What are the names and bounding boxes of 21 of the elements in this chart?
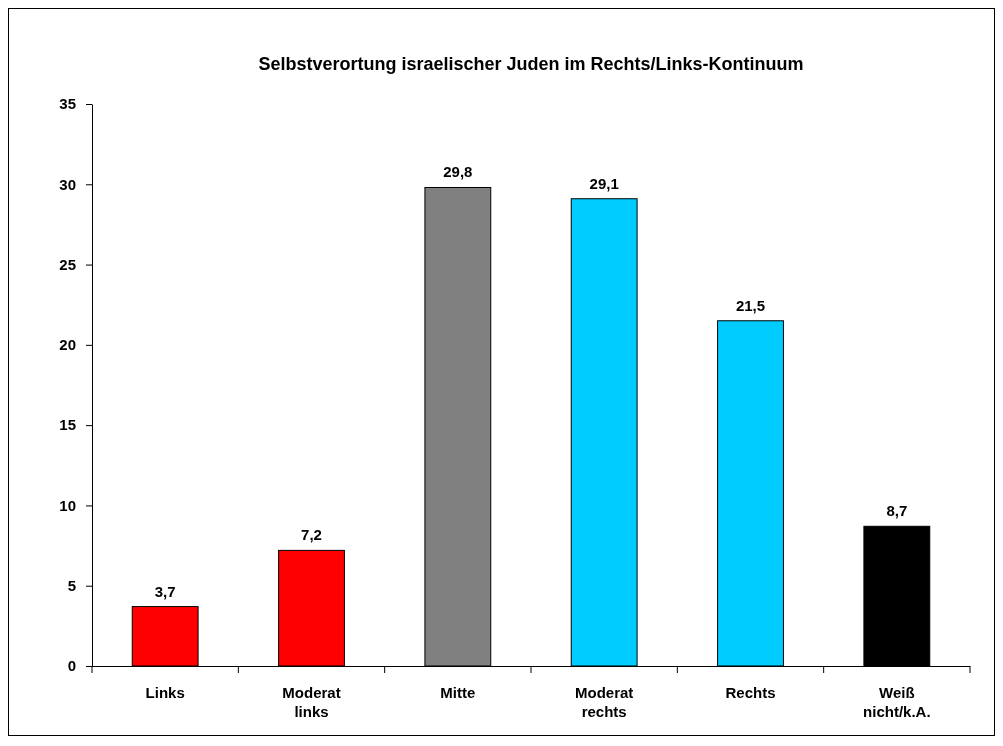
x-tick-label: Rechts [725, 684, 776, 701]
data-label: 3,7 [154, 582, 176, 600]
data-label: 21,5 [735, 296, 766, 314]
y-tick-label: 25 [59, 255, 76, 273]
x-tick-label: Moderat links [282, 684, 341, 720]
y-tick-label: 15 [59, 416, 76, 434]
data-label: 7,2 [301, 526, 322, 544]
x-tick-label: Links [145, 684, 185, 701]
y-tick-label: 10 [59, 496, 76, 514]
x-tick-label: Mitte [440, 684, 476, 701]
y-tick-label: 0 [67, 657, 76, 675]
data-label: 29,8 [443, 163, 473, 181]
y-tick-label: 5 [67, 577, 76, 595]
y-tick-label: 20 [59, 336, 76, 354]
x-tick-label: Weiß nicht/k.A. [863, 684, 931, 720]
chart-title: Selbstverortung israelischer Juden im Rechts/Links-Kontinuum [258, 54, 804, 74]
data-label: 8,7 [886, 502, 908, 520]
y-tick-label: 30 [59, 175, 76, 193]
y-tick-label: 35 [59, 95, 76, 113]
x-tick-label: Moderat rechts [574, 684, 634, 720]
data-label: 29,1 [589, 174, 619, 192]
